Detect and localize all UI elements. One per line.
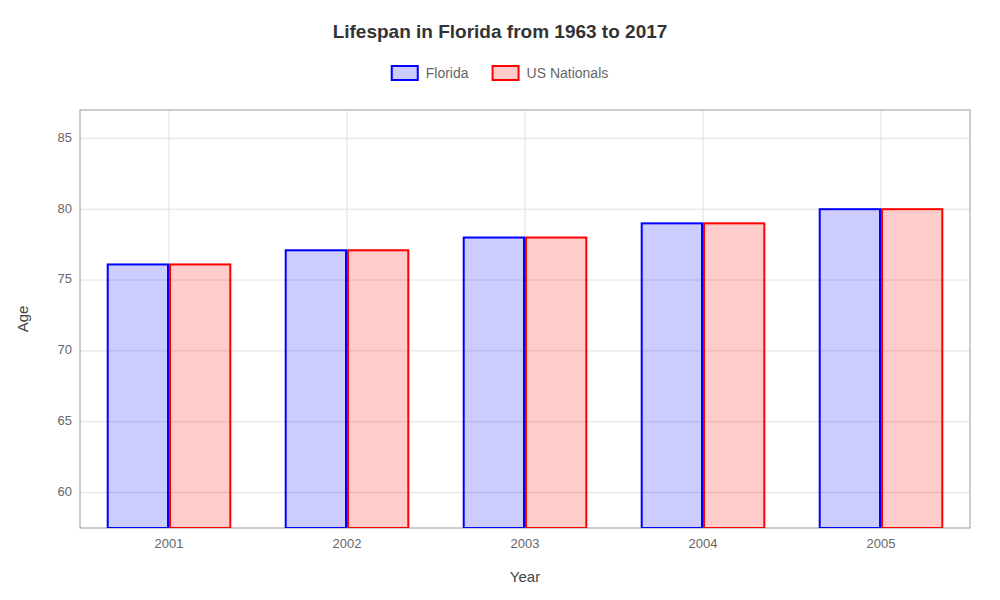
x-axis-label: Year [510,568,540,585]
x-tick-label: 2001 [155,536,184,551]
bar [882,209,942,528]
y-axis: 60 65 70 75 80 85 [58,130,72,499]
bar [642,223,702,528]
y-tick-label: 70 [58,342,72,357]
legend-swatch [392,66,418,80]
legend: Florida US Nationals [392,65,609,81]
y-tick-label: 80 [58,201,72,216]
title: Lifespan in Florida from 1963 to 2017 [333,21,668,42]
bar [526,238,586,528]
y-tick-label: 75 [58,271,72,286]
y-tick-label: 65 [58,413,72,428]
legend-item: US Nationals [493,65,609,81]
legend-label: Florida [426,65,469,81]
bar [820,209,880,528]
bar [464,238,524,528]
bar [348,250,408,528]
bar [108,264,168,528]
x-tick-label: 2003 [511,536,540,551]
chart: 60 65 70 75 80 85 2001 2002 2003 2004 2005 Year Age L… [0,0,1000,600]
y-axis-label: Age [14,306,31,333]
x-tick-label: 2002 [333,536,362,551]
bar [170,264,230,528]
grid [80,110,970,528]
y-tick-label: 60 [58,484,72,499]
bar [286,250,346,528]
legend-label: US Nationals [527,65,609,81]
chart-container: 60 65 70 75 80 85 2001 2002 2003 2004 2005 Year Age L… [0,0,1000,600]
x-tick-label: 2004 [689,536,718,551]
x-tick-label: 2005 [867,536,896,551]
bars [108,209,943,528]
plot-frame [80,110,970,528]
bar [704,223,764,528]
x-axis: 2001 2002 2003 2004 2005 [155,536,896,551]
legend-item: Florida [392,65,469,81]
legend-swatch [493,66,519,80]
y-tick-label: 85 [58,130,72,145]
